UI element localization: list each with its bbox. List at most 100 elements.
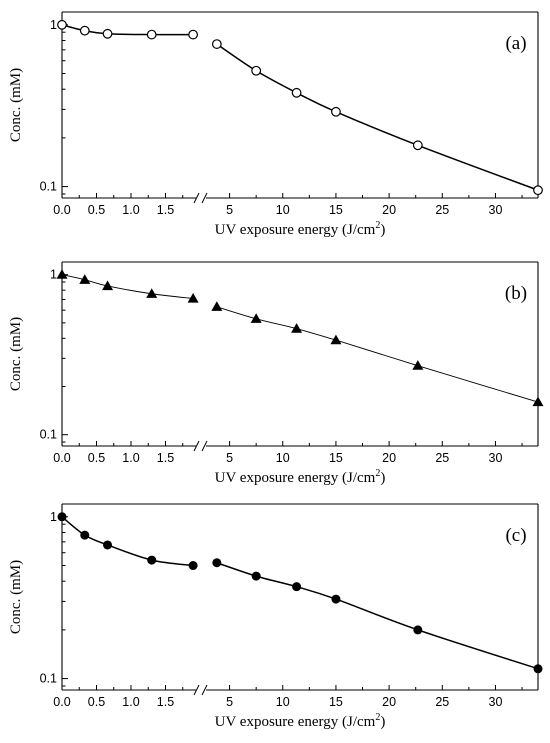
y-axis-label: Conc. (mM) <box>8 68 24 142</box>
x-tick-label: 30 <box>489 203 503 217</box>
fit-line-segment-right <box>216 306 539 403</box>
data-point <box>79 274 91 284</box>
axis-break-mark <box>193 684 200 696</box>
x-tick-label: 1.5 <box>157 695 174 709</box>
x-axis-label-text: UV exposure energy (J/cm <box>215 714 376 730</box>
x-axis-label-close: ) <box>380 470 385 486</box>
data-point <box>102 280 114 291</box>
axis-break-mark <box>201 684 208 696</box>
data-point <box>413 625 423 635</box>
y-axis-label: Conc. (mM) <box>8 317 24 391</box>
x-axis-label: UV exposure energy (J/cm2) <box>215 220 386 238</box>
x-tick-label: 25 <box>435 203 449 217</box>
panel-label: (a) <box>505 33 526 54</box>
data-point <box>187 292 199 303</box>
x-axis-label-sup: 2 <box>375 712 380 723</box>
x-tick-label: 1.5 <box>157 203 174 217</box>
x-tick-label: 25 <box>435 451 449 465</box>
x-tick-label: 1.0 <box>122 451 139 465</box>
data-point <box>291 87 302 98</box>
data-point <box>188 29 199 40</box>
data-point <box>331 106 341 117</box>
x-axis-label: UV exposure energy (J/cm2) <box>215 712 386 730</box>
x-axis-label-sup: 2 <box>375 468 380 479</box>
y-tick-label: 1 <box>50 268 57 282</box>
data-point <box>188 561 198 571</box>
fit-line-segment-right <box>216 43 539 191</box>
x-tick-label: 5 <box>226 695 233 709</box>
data-point <box>412 140 423 151</box>
data-point <box>211 39 222 49</box>
data-point <box>292 582 302 592</box>
data-point <box>147 555 157 565</box>
x-axis-label-close: ) <box>380 222 385 238</box>
axis-break-mark <box>201 440 208 452</box>
data-point <box>331 594 341 604</box>
fit-line-segment-left <box>61 274 194 299</box>
chart-panel-3: 0.0 0.5 1.0 1.5 5 10 15 20 25 30 1 0.1 Conc. (mM) UV … <box>8 503 543 730</box>
data-point <box>211 301 223 311</box>
fit-line-segment-right <box>216 562 539 670</box>
y-tick-label: 1 <box>50 510 57 524</box>
y-tick-label: 1 <box>50 18 57 32</box>
x-tick-label: 5 <box>226 451 233 465</box>
data-point <box>146 288 158 298</box>
data-point <box>56 269 68 279</box>
x-tick-label: 30 <box>489 695 503 709</box>
data-point <box>79 25 90 36</box>
x-tick-label: 15 <box>329 451 343 465</box>
x-tick-label: 0.5 <box>88 451 105 465</box>
x-tick-label: 1.0 <box>122 203 139 217</box>
data-point <box>533 185 543 196</box>
panel-label: (b) <box>505 283 527 304</box>
x-tick-label: 25 <box>435 695 449 709</box>
chart-panel-1: 0.0 0.5 1.0 1.5 5 10 15 20 25 30 1 0.1 Conc. (mM) UV … <box>8 11 543 238</box>
data-point <box>251 571 261 581</box>
x-tick-label: 0.5 <box>88 203 105 217</box>
y-tick-label: 0.1 <box>40 428 57 442</box>
x-tick-label: 20 <box>382 695 396 709</box>
x-tick-label: 10 <box>276 695 290 709</box>
axis-break-mark <box>193 192 200 204</box>
data-point <box>532 396 544 407</box>
data-point <box>330 334 342 345</box>
x-tick-label: 0.0 <box>53 451 70 465</box>
chart-panel-2: 0.0 0.5 1.0 1.5 5 10 15 20 25 30 1 0.1 Conc. (mM) UV … <box>8 261 544 486</box>
x-tick-label: 20 <box>382 203 396 217</box>
data-point <box>291 323 303 333</box>
y-axis-label: Conc. (mM) <box>8 560 24 634</box>
data-point <box>103 540 113 550</box>
y-tick-label: 0.1 <box>40 672 57 686</box>
data-point <box>533 664 543 674</box>
x-tick-label: 20 <box>382 451 396 465</box>
x-tick-label: 30 <box>489 451 503 465</box>
data-point <box>251 65 262 76</box>
axis-break-mark <box>193 440 200 452</box>
data-point <box>412 360 424 370</box>
x-tick-label: 0.5 <box>88 695 105 709</box>
x-tick-label: 10 <box>276 451 290 465</box>
x-tick-label: 15 <box>329 695 343 709</box>
x-axis-label-text: UV exposure energy (J/cm <box>215 470 376 486</box>
x-axis-label-close: ) <box>380 714 385 730</box>
x-tick-label: 0.0 <box>53 203 70 217</box>
panel-label: (c) <box>505 525 526 546</box>
x-axis-label: UV exposure energy (J/cm2) <box>215 468 386 486</box>
x-axis-label-sup: 2 <box>375 220 380 231</box>
x-tick-label: 0.0 <box>53 695 70 709</box>
data-point <box>57 512 67 522</box>
x-tick-label: 1.0 <box>122 695 139 709</box>
data-point <box>146 29 157 40</box>
x-tick-label: 10 <box>276 203 290 217</box>
x-axis-label-text: UV exposure energy (J/cm <box>215 222 376 238</box>
data-point <box>57 19 67 30</box>
x-tick-label: 1.5 <box>157 451 174 465</box>
data-point <box>80 530 90 540</box>
x-tick-label: 5 <box>226 203 233 217</box>
data-point <box>102 28 113 39</box>
y-tick-label: 0.1 <box>40 180 57 194</box>
data-point <box>212 558 222 568</box>
data-point <box>250 313 262 323</box>
x-tick-label: 15 <box>329 203 343 217</box>
